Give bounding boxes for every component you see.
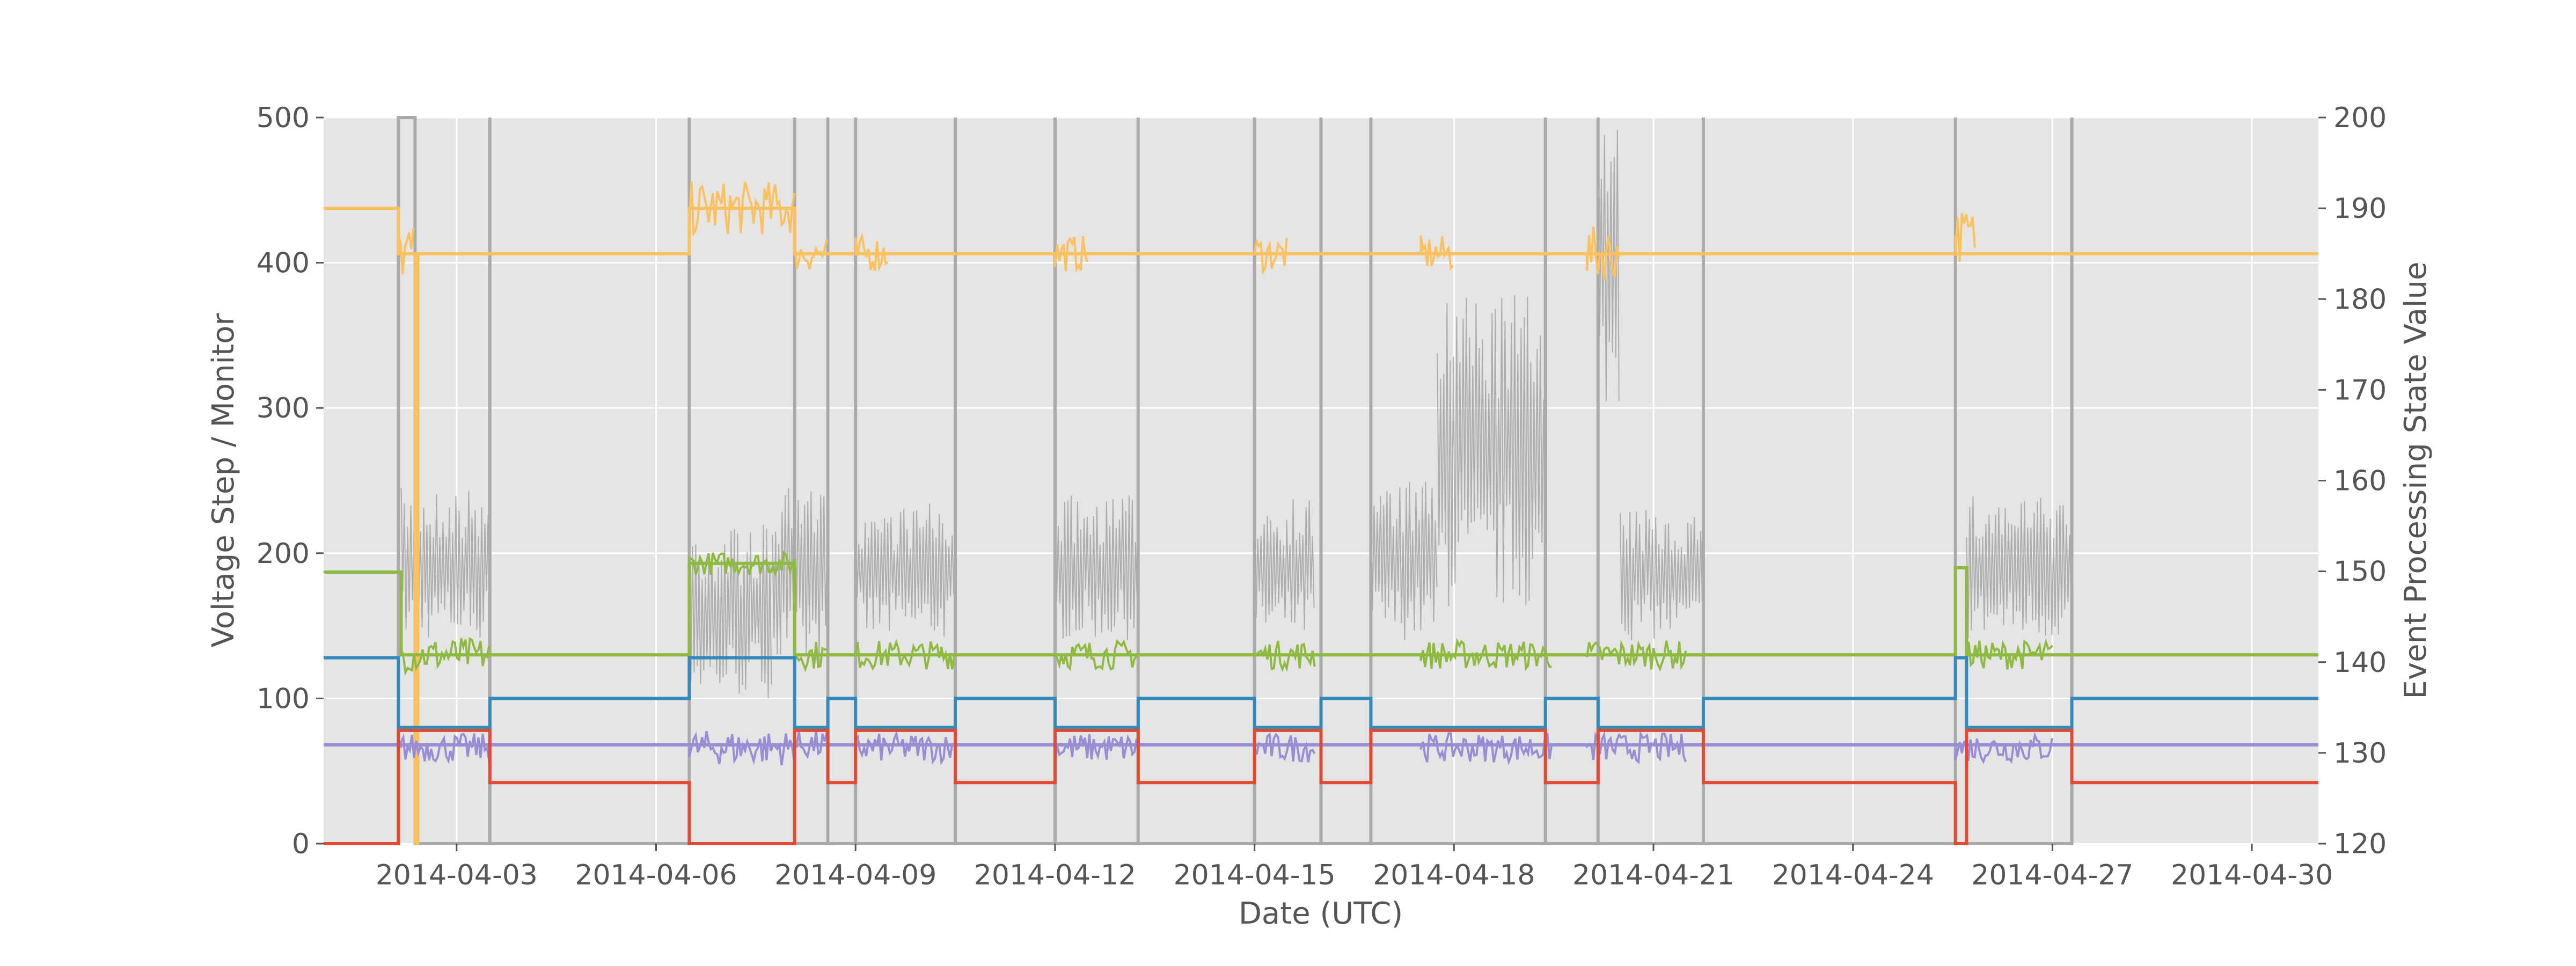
series-noise [1586,730,1687,765]
series-band [1597,130,1620,401]
y-right-tick-label: 150 [2333,556,2387,588]
series-noise [1253,640,1316,672]
series-layer [324,116,2318,845]
x-tick-label: 2014-04-03 [376,859,538,891]
x-tick-label: 2014-04-18 [1373,859,1535,891]
y-right-tick-label: 160 [2333,465,2387,497]
y-left-tick-label: 400 [257,247,310,280]
series-noise [400,636,491,676]
series-band [855,503,955,637]
series-noise [1053,236,1088,273]
y-right-tick-label: 190 [2333,193,2387,225]
y-right-tick-label: 140 [2333,647,2387,679]
y-left-axis-title: Voltage Step / Monitor [206,313,241,648]
series-noise [688,731,796,765]
series-noise [1586,226,1621,281]
series-aaaaaa [397,116,2074,845]
x-tick-label: 2014-04-06 [575,859,737,891]
series-line [324,656,2318,729]
series-band [689,524,772,699]
series-noise [688,550,796,577]
y-left-tick-label: 0 [292,828,310,860]
series-noise [793,730,828,759]
x-axis-title: Date (UTC) [1239,896,1403,931]
series-noise [854,730,955,765]
y-left-ticks: 0 100 200 300 400 500 [257,102,324,860]
x-tick-label: 2014-04-30 [2171,859,2333,891]
series-noise [400,733,491,764]
series-band [772,488,828,668]
series-line [324,561,2318,657]
x-tick-label: 2014-04-09 [774,859,936,891]
y-left-tick-label: 300 [257,392,310,425]
series-line [324,728,2318,845]
series-e24a33 [324,728,2318,845]
series-noise [1954,731,2053,764]
series-noise [1419,638,1552,671]
y-left-tick-label: 200 [257,538,310,570]
series-noise [1419,235,1454,271]
series-noise [1053,639,1138,671]
series-band [1966,496,2072,639]
series-fbc15e [324,181,2318,845]
x-tick-label: 2014-04-12 [974,859,1136,891]
series-band [1254,499,1315,630]
series-band [1370,481,1438,641]
series-band [1620,510,1703,641]
series-band [1437,295,1546,606]
series-noise [1253,732,1316,763]
y-right-ticks: 120 130 140 150 160 170 180 190 200 [2318,102,2387,860]
y-left-tick-label: 100 [257,683,310,715]
series-noise [854,232,889,272]
series-noise [1586,640,1687,672]
series-line [397,116,2074,845]
series-noise [854,638,956,671]
series-noise [793,239,828,270]
series-noise [1965,638,2053,670]
y-right-tick-label: 130 [2333,737,2387,770]
series-8eba42 [324,550,2318,676]
y-right-tick-label: 120 [2333,828,2387,860]
y-right-tick-label: 200 [2333,102,2387,134]
y-right-tick-label: 170 [2333,374,2387,406]
x-tick-label: 2014-04-15 [1173,859,1335,891]
x-tick-label: 2014-04-24 [1772,859,1934,891]
x-tick-label: 2014-04-27 [1971,859,2133,891]
series-noise [1419,732,1553,766]
series-noise [1053,734,1138,762]
y-left-tick-label: 500 [257,102,310,134]
series-348abd [324,656,2318,729]
y-right-tick-label: 180 [2333,283,2387,316]
series-noise [688,181,796,237]
x-tick-label: 2014-04-21 [1572,859,1735,891]
series-noise [1253,238,1288,275]
series-band [1054,495,1138,640]
x-ticks: 2014-04-03 2014-04-06 2014-04-09 2014-04-12… [376,844,2333,891]
y-right-axis-title: Event Processing State Value [2398,262,2433,699]
series-noise [1954,213,1976,262]
series-noise [793,642,827,672]
series-noise [397,228,415,275]
